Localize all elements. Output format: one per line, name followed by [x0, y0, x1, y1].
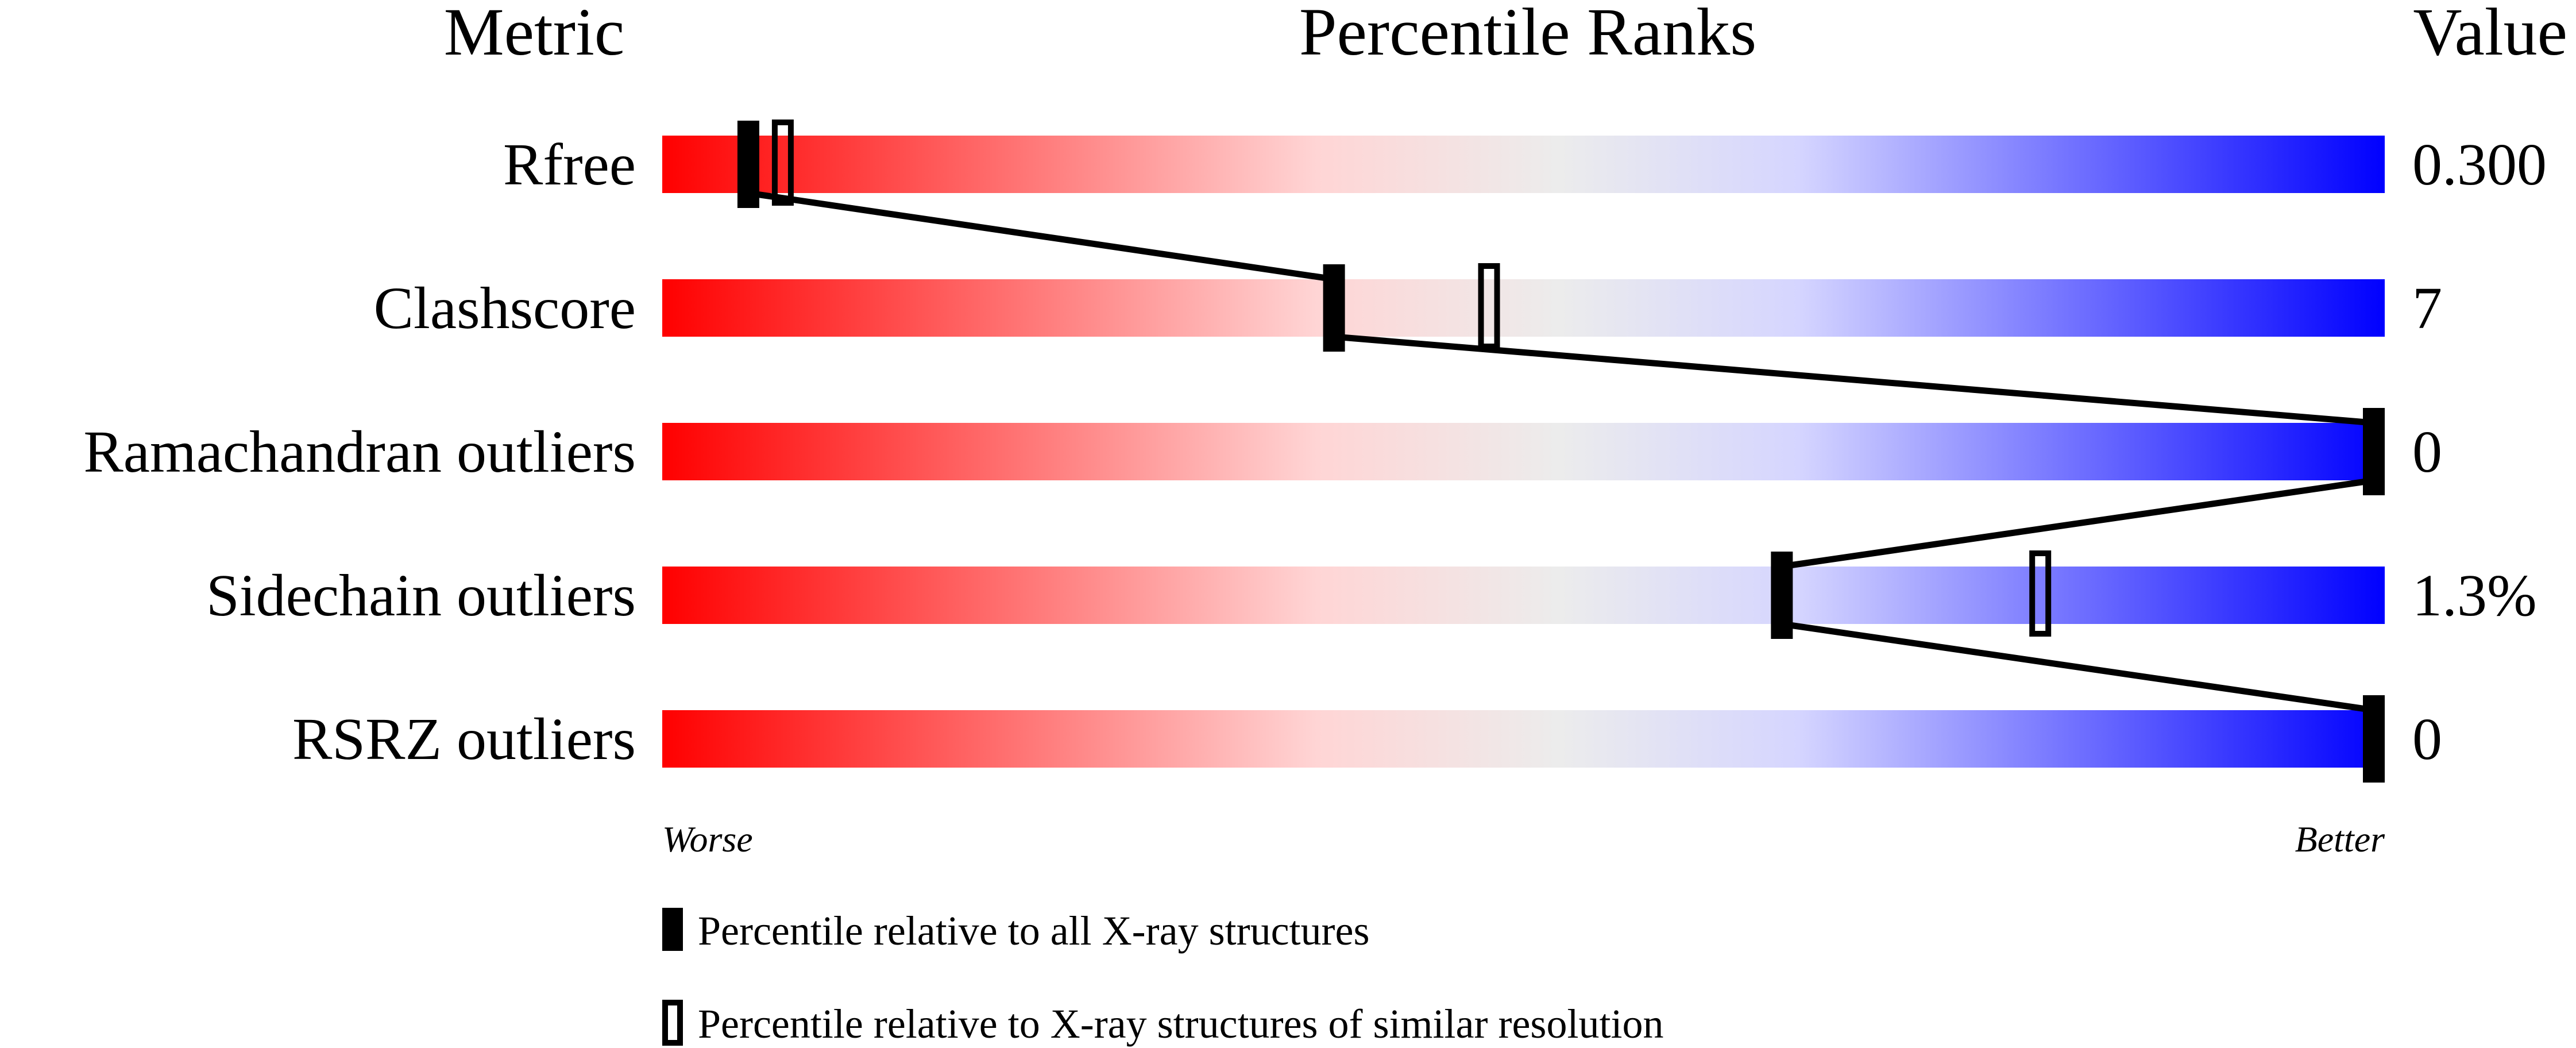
connector-line — [1781, 621, 2374, 714]
percentile-bar — [662, 710, 2385, 768]
metric-label: Ramachandran outliers — [83, 419, 636, 485]
percentile-bar — [662, 567, 2385, 624]
metric-label: Clashscore — [374, 275, 636, 341]
legend-open-marker — [662, 1000, 683, 1046]
metric-label: Rfree — [503, 132, 636, 198]
metric-label: Sidechain outliers — [206, 562, 636, 629]
worse-label: Worse — [662, 819, 753, 860]
percentile-bar — [662, 279, 2385, 337]
metric-header: Metric — [444, 0, 625, 70]
percentile-bar — [662, 136, 2385, 193]
better-label: Better — [2295, 819, 2385, 860]
percentile-ranks-header: Percentile Ranks — [1299, 0, 1756, 70]
metric-value: 0 — [2412, 419, 2442, 485]
percentile-bar — [662, 423, 2385, 480]
connector-line — [1781, 477, 2374, 570]
similar-resolution-marker — [771, 120, 794, 206]
connector-line — [748, 190, 1335, 283]
similar-resolution-marker — [1478, 263, 1500, 349]
metric-label: RSRZ outliers — [292, 706, 636, 772]
metric-value: 0 — [2412, 706, 2442, 772]
metric-value: 7 — [2412, 275, 2442, 341]
all-structures-marker — [1771, 552, 1793, 639]
value-header: Value — [2413, 0, 2567, 70]
all-structures-marker — [1323, 264, 1345, 352]
legend-similar-label: Percentile relative to X-ray structures … — [698, 1001, 1663, 1047]
similar-resolution-marker — [2029, 550, 2052, 637]
all-structures-marker — [2363, 408, 2385, 495]
all-structures-marker — [737, 121, 759, 208]
all-structures-marker — [2363, 695, 2385, 783]
connector-line — [1334, 333, 2374, 426]
legend-all-label: Percentile relative to all X-ray structu… — [698, 908, 1370, 954]
metric-value: 1.3% — [2412, 562, 2537, 629]
legend-filled-marker — [662, 908, 683, 951]
metric-value: 0.300 — [2412, 132, 2547, 198]
